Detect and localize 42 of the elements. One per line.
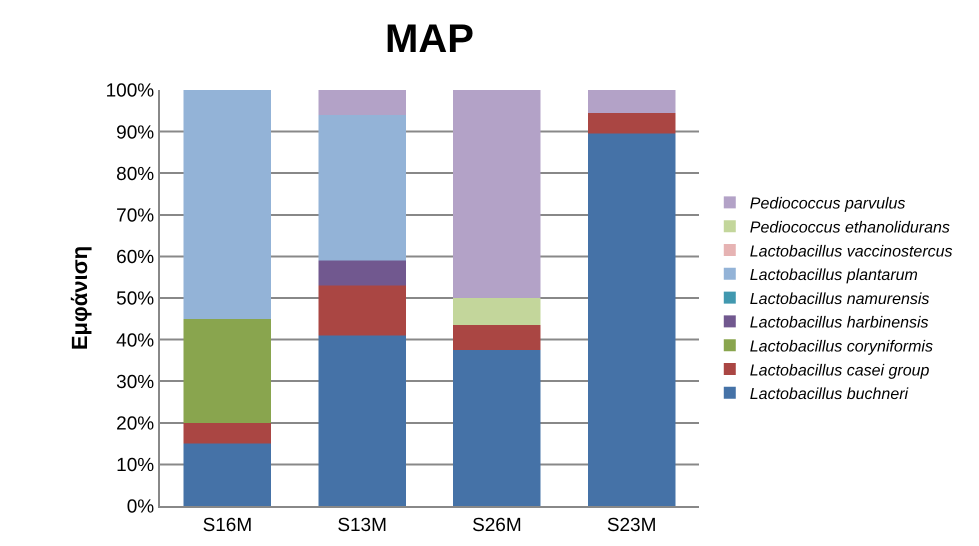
y-tick-label: 30% <box>116 372 154 393</box>
y-tick-label: 90% <box>116 122 154 144</box>
bar <box>588 112 676 134</box>
bar <box>453 350 541 506</box>
y-tick-label: 100% <box>106 80 154 102</box>
bar <box>318 90 406 115</box>
bar <box>588 90 676 113</box>
y-tick-label: 50% <box>116 288 154 310</box>
legend-label: Lactobacillus casei group <box>750 362 930 380</box>
bar <box>184 444 272 506</box>
y-tick-label: 40% <box>116 330 154 352</box>
y-tick-label: 0% <box>126 496 154 518</box>
chart-title: MAP <box>385 17 474 62</box>
bar <box>453 90 541 298</box>
bar <box>453 325 541 350</box>
bar <box>453 298 541 326</box>
x-tick-label: S26M <box>472 514 522 536</box>
y-tick-label: 70% <box>116 205 154 226</box>
y-tick-label: 10% <box>116 455 154 476</box>
x-tick-label: S23M <box>606 514 656 536</box>
x-tick-label: S13M <box>337 514 387 536</box>
legend-label: Lactobacillus namurensis <box>750 290 930 308</box>
legend-label: Lactobacillus buchneri <box>750 386 909 404</box>
bar <box>318 286 406 336</box>
bar <box>184 422 272 444</box>
x-tick-label: S16M <box>202 514 252 536</box>
bar <box>318 260 406 286</box>
bar <box>588 134 676 506</box>
bar <box>318 114 406 261</box>
y-tick-label: 60% <box>116 247 154 268</box>
y-axis-title: Εμφάνιση <box>66 246 92 350</box>
legend-label: Lactobacillus harbinensis <box>750 314 929 332</box>
bar <box>184 318 272 423</box>
bar <box>318 335 406 506</box>
legend-label: Lactobacillus plantarum <box>750 267 918 284</box>
legend-label: Pediococcus parvulus <box>750 196 906 213</box>
y-tick-label: 20% <box>116 413 154 434</box>
bar <box>184 90 272 319</box>
y-tick-label: 80% <box>116 164 154 185</box>
legend-label: Pediococcus ethanolidurans <box>750 219 950 236</box>
legend-label: Lactobacillus coryniformis <box>750 338 933 356</box>
legend-label: Lactobacillus vaccinostercus <box>750 243 953 260</box>
